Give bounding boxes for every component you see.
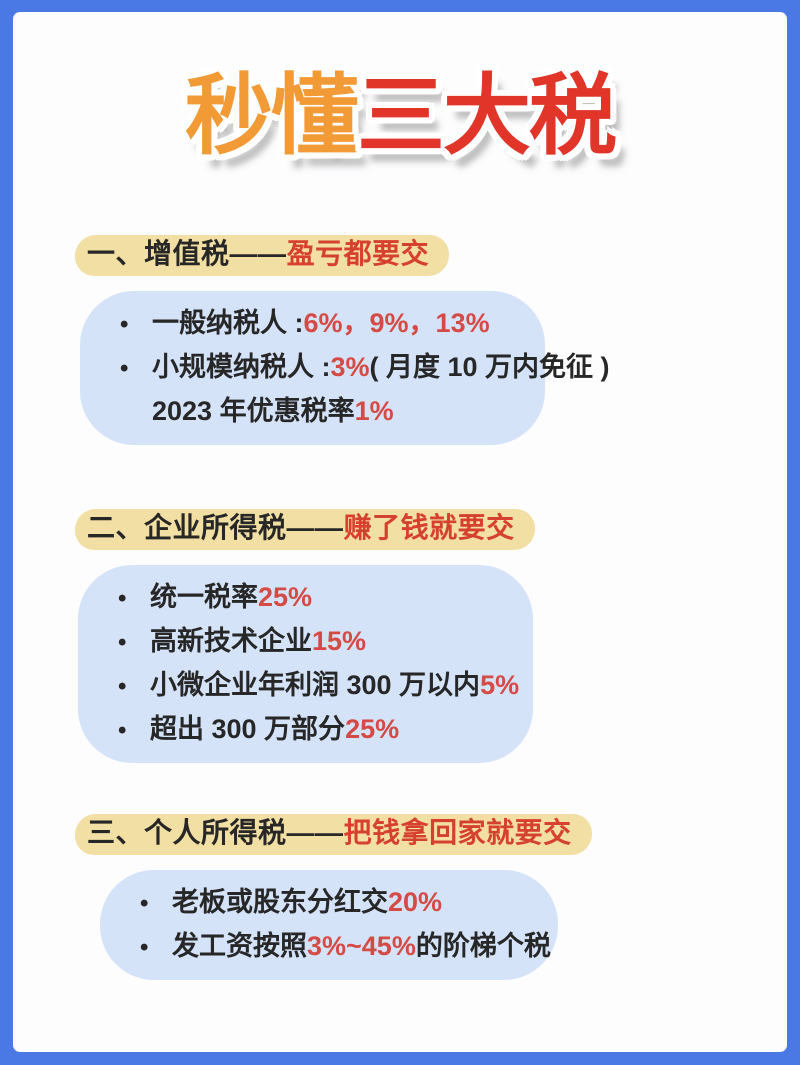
rate-value-text: 6%，9%，13% [303,308,490,339]
tax-rate-line: • 小微企业年利润 300 万以内 5% [118,664,519,708]
rate-label-text: 的阶梯个税 [415,931,551,962]
rate-label-text: 老板或股东分红交 [172,887,388,918]
tax-rate-line: • 高新技术企业 15% [118,620,515,664]
tax-rate-line: • 超出 300 万部分 25% [118,708,515,752]
bullet-dot: • [118,717,127,745]
corporate-income-tax-info-box: • 统一税率 25% • 高新技术企业 15% • 小微企业年利润 300 万以内 5% •… [78,565,533,764]
heading-emphasis-text: 盈亏都要交 [286,238,430,270]
title-part-red: 三大税 [357,66,617,165]
heading-highlight-pill: 三、个人所得税——把钱拿回家就要交 [74,814,593,856]
heading-highlight-pill: 一、增值税——盈亏都要交 [74,235,450,277]
bullet-dot: • [118,585,127,613]
rate-value-text: 1% [354,396,394,427]
rate-value-text: 15% [312,626,367,657]
rate-label-text: ( 月度 10 万内免征 ) [369,352,610,383]
personal-income-tax-info-box: • 老板或股东分红交 20% • 发工资按照 3%~45% 的阶梯个税 [100,870,558,981]
tax-rate-line: • 小规模纳税人 :3% ( 月度 10 万内免征 ) [120,346,610,390]
heading-text: 二、企业所得税—— [87,512,344,544]
title-part-orange: 秒懂 [184,66,359,165]
rate-label-text: 统一税率 [150,582,258,613]
section-vat-heading: 一、增值税——盈亏都要交 [74,235,787,277]
rate-value-text: 25% [258,582,313,613]
heading-highlight-pill: 二、企业所得税——赚了钱就要交 [74,509,536,551]
rate-label-text: 小规模纳税人 : [152,352,331,383]
rate-value-text: 3% [330,352,370,383]
heading-emphasis-text: 把钱拿回家就要交 [343,817,572,849]
rate-value-text: 25% [345,714,400,745]
heading-text: 一、增值税—— [87,238,287,270]
rate-value-text: 20% [388,887,443,918]
heading-emphasis-text: 赚了钱就要交 [343,512,515,544]
rate-label-text: 高新技术企业 [150,626,312,657]
rate-label-text: 2023 年优惠税率 [152,396,355,427]
bullet-dot: • [140,934,149,962]
vat-info-box: • 一般纳税人 :6%，9%，13% • 小规模纳税人 :3% ( 月度 10 万内免… [80,291,610,446]
tax-rate-line: • 统一税率 25% [118,576,515,620]
poster-card: 秒懂三大税 一、增值税——盈亏都要交 • 一般纳税人 :6%，9%，13% • 小规模… [13,12,787,1052]
page-title: 秒懂三大税 [13,68,787,163]
section-personal-income-tax: 三、个人所得税——把钱拿回家就要交 • 老板或股东分红交 20% • 发工资按照 3%… [13,814,787,981]
rate-label-text: 超出 300 万部分 [150,714,346,745]
bullet-dot: • [120,311,129,339]
tax-rate-line: • 一般纳税人 :6%，9%，13% [120,302,527,346]
section-vat: 一、增值税——盈亏都要交 • 一般纳税人 :6%，9%，13% • 小规模纳税人 :3… [13,235,787,446]
rate-value-text: 5% [480,670,520,701]
section-corporate-income-tax: 二、企业所得税——赚了钱就要交 • 统一税率 25% • 高新技术企业 15% • 小微企… [13,509,787,764]
bullet-dot: • [120,355,129,383]
rate-label-text: 一般纳税人 : [152,308,304,339]
bullet-dot: • [118,673,127,701]
tax-rate-line: • 发工资按照 3%~45% 的阶梯个税 [140,925,551,969]
section-cit-heading: 二、企业所得税——赚了钱就要交 [74,509,787,551]
rate-value-text: 3%~45% [307,931,416,962]
bullet-dot: • [140,890,149,918]
tax-rate-line: • 老板或股东分红交 20% [140,881,540,925]
section-pit-heading: 三、个人所得税——把钱拿回家就要交 [74,814,787,856]
rate-label-text: 小微企业年利润 300 万以内 [150,670,481,701]
rate-label-text: 发工资按照 [172,931,307,962]
tax-rate-line: •2023 年优惠税率 1% [120,390,527,434]
bullet-dot: • [118,629,127,657]
heading-text: 三、个人所得税—— [87,817,344,849]
